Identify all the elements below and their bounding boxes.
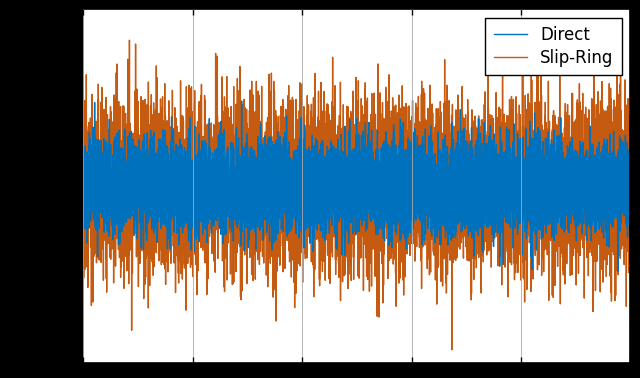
Slip-Ring — [347, 109, 355, 114]
Slip-Ring — [187, 265, 195, 270]
Direct — [627, 170, 634, 175]
Line: Direct: Direct — [83, 101, 630, 271]
Slip-Ring — [125, 38, 133, 42]
Direct — [82, 200, 90, 204]
Direct — [79, 173, 87, 178]
Slip-Ring — [627, 209, 634, 213]
Direct — [347, 170, 355, 175]
Direct — [187, 185, 195, 190]
Slip-Ring — [82, 163, 90, 167]
Slip-Ring — [112, 191, 120, 195]
Direct — [614, 269, 621, 274]
Direct — [598, 175, 605, 180]
Direct — [102, 177, 109, 181]
Direct — [238, 99, 246, 103]
Slip-Ring — [448, 347, 456, 352]
Line: Slip-Ring: Slip-Ring — [83, 40, 630, 350]
Direct — [112, 194, 120, 198]
Slip-Ring — [79, 189, 87, 194]
Slip-Ring — [598, 153, 605, 157]
Slip-Ring — [102, 257, 109, 261]
Legend: Direct, Slip-Ring: Direct, Slip-Ring — [485, 18, 622, 76]
